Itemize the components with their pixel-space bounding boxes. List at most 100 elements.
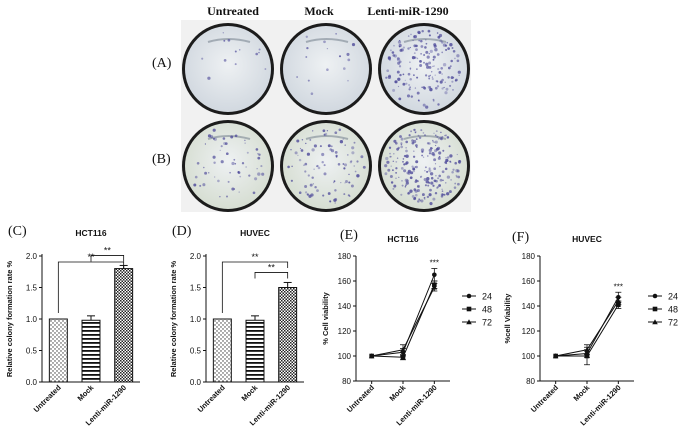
colony-dot: [322, 194, 325, 197]
colony-dot: [312, 130, 314, 132]
significance-label: **: [251, 252, 259, 262]
colony-dot: [437, 156, 441, 160]
series-24: 24: [369, 268, 492, 359]
colony-dot: [254, 177, 258, 181]
colony-dot: [389, 49, 392, 52]
colony-dot: [438, 155, 441, 158]
colony-dot: [409, 176, 413, 180]
marker-square: [652, 306, 658, 312]
colony-dot: [447, 76, 450, 79]
colony-dot: [291, 165, 293, 168]
colony-dot: [299, 147, 302, 150]
colony-dot: [387, 56, 392, 60]
colony-dot: [403, 163, 406, 166]
colony-dot: [248, 174, 251, 177]
colony-dot: [304, 170, 307, 173]
colony-dot: [257, 172, 261, 176]
colony-dot: [449, 154, 453, 158]
colony-dot: [439, 178, 443, 182]
colony-dot: [391, 51, 395, 54]
significance-bracket: [90, 255, 125, 262]
colony-dot: [423, 86, 427, 90]
colony-dot: [439, 80, 443, 84]
colony-dot: [405, 154, 409, 158]
colony-dot: [438, 151, 442, 155]
colony-dot: [458, 160, 461, 162]
marker-triangle: [400, 346, 406, 353]
colony-dot: [234, 162, 237, 165]
colony-dot: [450, 76, 454, 80]
colony-dot: [444, 167, 448, 171]
colony-dot: [439, 136, 443, 140]
colony-dot: [342, 163, 345, 165]
colony-dot: [397, 77, 401, 81]
colony-dot: [426, 65, 430, 69]
colony-dot: [429, 202, 433, 206]
colony-dot: [305, 142, 307, 145]
colony-dot: [454, 57, 456, 60]
colony-dot: [353, 165, 355, 167]
plate-column-header-untreated: Untreated: [207, 4, 259, 18]
panel-tag-c: (C): [8, 224, 27, 239]
colony-dot: [246, 151, 249, 154]
colony-dot: [314, 185, 317, 189]
colony-dot: [392, 160, 395, 163]
colony-dot: [444, 134, 446, 137]
colony-dot: [409, 67, 412, 70]
colony-dot: [348, 181, 351, 184]
colony-dot: [351, 151, 355, 155]
chart-title: HUVEC: [572, 234, 602, 244]
colony-dot: [203, 166, 205, 169]
colony-dot: [429, 147, 433, 150]
colony-dot: [415, 165, 418, 169]
colony-dot: [298, 158, 302, 162]
y-axis-label: %cell Viability: [503, 293, 512, 344]
colony-dot: [440, 195, 444, 198]
colony-dot: [441, 188, 443, 190]
colony-dot: [442, 149, 445, 152]
colony-dot: [436, 32, 439, 34]
colony-dot: [449, 65, 452, 68]
colony-dot: [432, 55, 436, 59]
colony-dot: [420, 148, 425, 152]
colony-dot: [407, 72, 411, 76]
colony-dot: [326, 68, 329, 71]
bar-chart-huvec: HUVEC Relative colony formation rate % 0.0…: [169, 228, 304, 427]
colony-dot: [389, 175, 393, 178]
plate-dish-b-3: [378, 120, 470, 212]
colony-dot: [316, 165, 318, 167]
colony-dot: [416, 57, 419, 60]
colony-dot: [457, 182, 460, 186]
colony-dot: [397, 85, 400, 88]
colony-dot: [425, 39, 427, 41]
colony-dot: [349, 161, 352, 164]
colony-dot: [351, 43, 356, 47]
colony-dot: [414, 193, 418, 197]
colony-dot: [387, 75, 392, 79]
colony-dot: [227, 180, 230, 183]
colony-dot: [451, 47, 454, 49]
colony-dot: [353, 141, 356, 144]
colony-dot: [402, 46, 405, 49]
chart-title: HCT116: [75, 228, 106, 238]
colony-dot: [384, 172, 388, 176]
colony-dot: [321, 160, 324, 164]
colony-dot: [445, 87, 449, 91]
colony-dot: [422, 156, 425, 158]
legend-label: 48: [668, 305, 678, 315]
colony-dot: [196, 161, 200, 165]
colony-dot: [430, 176, 434, 180]
colony-dot: [438, 174, 441, 178]
colony-dot: [343, 193, 346, 196]
colony-dot: [386, 69, 390, 73]
colony-dot: [426, 155, 429, 157]
colony-dot: [400, 137, 404, 141]
colony-dot: [326, 130, 329, 132]
colony-dot: [414, 130, 417, 133]
series-72: 72: [368, 283, 492, 359]
colony-dot: [420, 39, 423, 43]
marker-square: [466, 306, 472, 312]
colony-dot: [385, 156, 389, 161]
chart-title: HCT116: [387, 234, 418, 244]
colony-dot: [433, 65, 435, 67]
